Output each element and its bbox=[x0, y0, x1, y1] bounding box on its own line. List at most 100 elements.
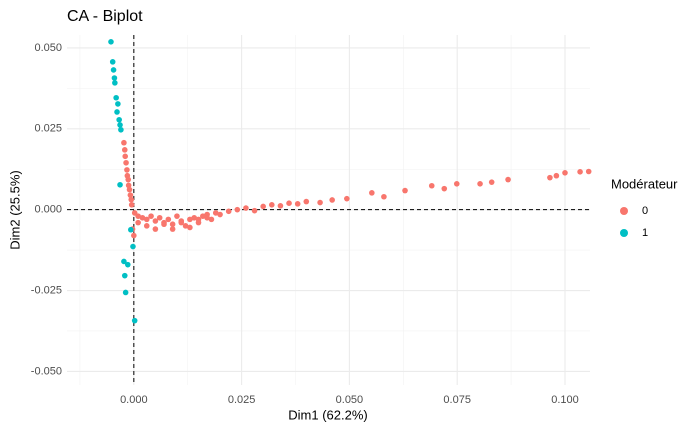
point bbox=[148, 213, 154, 219]
point bbox=[212, 210, 219, 216]
point bbox=[152, 226, 159, 232]
point bbox=[169, 226, 176, 232]
point bbox=[381, 193, 387, 200]
x-tick-label: 0.025 bbox=[228, 394, 256, 406]
point bbox=[131, 232, 137, 239]
x-tick-label: 0.100 bbox=[551, 394, 579, 406]
point bbox=[115, 101, 121, 107]
point bbox=[135, 213, 141, 219]
point bbox=[112, 80, 118, 86]
point bbox=[344, 195, 350, 202]
point bbox=[191, 214, 197, 221]
point bbox=[234, 206, 241, 213]
point bbox=[174, 213, 180, 219]
point bbox=[488, 179, 495, 185]
point bbox=[125, 182, 132, 189]
point bbox=[143, 216, 150, 223]
legend-label: 1 bbox=[642, 227, 648, 239]
point bbox=[121, 139, 127, 146]
x-axis-title: Dim1 (62.2%) bbox=[288, 407, 367, 422]
point bbox=[585, 168, 592, 175]
y-tick-label: -0.025 bbox=[31, 284, 62, 296]
point bbox=[123, 159, 129, 166]
point bbox=[125, 176, 132, 183]
point bbox=[117, 122, 123, 128]
point bbox=[127, 192, 134, 198]
point bbox=[121, 147, 128, 153]
point bbox=[122, 289, 129, 296]
point bbox=[225, 208, 232, 215]
point bbox=[562, 170, 568, 176]
point bbox=[131, 317, 138, 324]
point bbox=[130, 243, 136, 250]
point bbox=[277, 202, 284, 209]
y-tick-label: 0.025 bbox=[34, 123, 62, 135]
point bbox=[139, 214, 146, 221]
point bbox=[260, 203, 266, 210]
legend-title: Modérateur bbox=[611, 176, 678, 191]
point bbox=[547, 174, 553, 181]
x-tick-label: 0.050 bbox=[336, 394, 364, 406]
legend-label: 0 bbox=[642, 205, 648, 217]
chart-title: CA - Biplot bbox=[67, 8, 143, 25]
point bbox=[156, 214, 163, 221]
point bbox=[217, 211, 223, 218]
point bbox=[143, 223, 150, 229]
point bbox=[187, 224, 193, 231]
point bbox=[303, 198, 310, 205]
point bbox=[124, 261, 131, 268]
point bbox=[122, 153, 129, 160]
point bbox=[165, 216, 172, 223]
point bbox=[121, 272, 128, 279]
x-tick-label: 0.000 bbox=[120, 394, 148, 406]
point bbox=[577, 169, 583, 175]
point bbox=[329, 197, 335, 203]
point bbox=[111, 75, 118, 81]
point bbox=[116, 116, 122, 123]
point bbox=[178, 219, 185, 226]
point bbox=[187, 216, 193, 223]
point bbox=[114, 109, 120, 115]
point bbox=[477, 180, 483, 187]
point bbox=[208, 216, 215, 223]
point bbox=[317, 199, 323, 206]
point bbox=[182, 223, 189, 229]
legend-marker bbox=[620, 207, 628, 215]
point bbox=[124, 167, 130, 173]
point bbox=[294, 201, 301, 207]
point bbox=[128, 196, 135, 203]
point bbox=[161, 221, 167, 228]
point bbox=[428, 182, 435, 189]
y-tick-label: 0.050 bbox=[34, 42, 62, 54]
point bbox=[195, 216, 202, 223]
point bbox=[169, 221, 176, 228]
y-tick-label: -0.050 bbox=[31, 365, 62, 377]
point bbox=[453, 180, 460, 187]
point bbox=[113, 94, 119, 101]
point bbox=[128, 226, 134, 233]
point bbox=[109, 59, 116, 65]
point bbox=[269, 202, 275, 208]
point bbox=[251, 207, 258, 214]
x-tick-label: 0.075 bbox=[443, 394, 471, 406]
point bbox=[243, 205, 249, 211]
point bbox=[441, 185, 448, 192]
point bbox=[108, 38, 114, 45]
point bbox=[135, 219, 141, 226]
point bbox=[152, 218, 159, 224]
y-tick-label: 0.000 bbox=[34, 204, 62, 216]
point bbox=[126, 186, 133, 193]
point bbox=[553, 172, 560, 179]
point bbox=[121, 258, 127, 265]
point bbox=[369, 190, 375, 196]
point bbox=[110, 67, 117, 73]
point bbox=[505, 176, 511, 183]
point bbox=[200, 213, 206, 219]
point bbox=[118, 126, 124, 133]
point bbox=[204, 214, 210, 221]
point bbox=[286, 200, 292, 207]
point bbox=[402, 187, 408, 194]
point bbox=[128, 202, 135, 208]
y-axis-title: Dim2 (25.5%) bbox=[7, 170, 22, 249]
